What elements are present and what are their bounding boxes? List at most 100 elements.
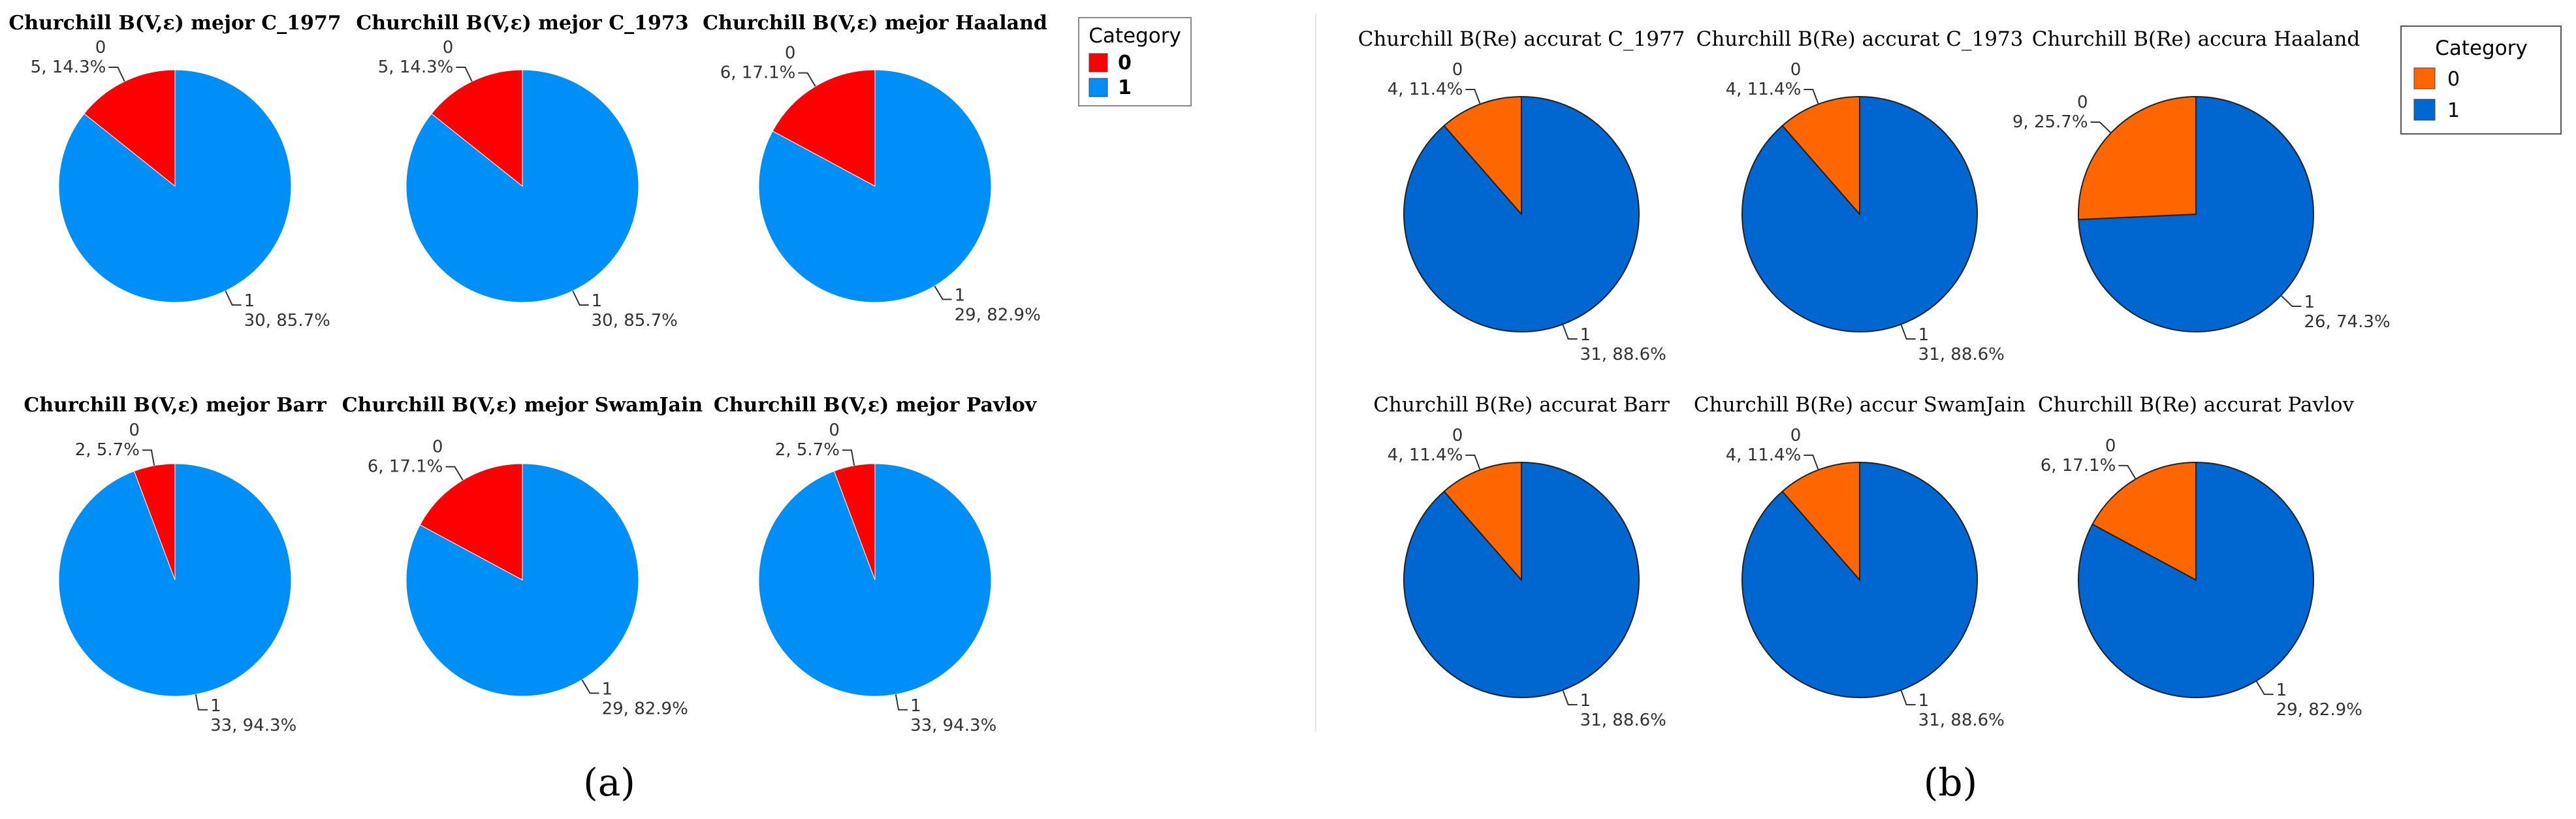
pie-a-4-title: Churchill B(V,ε) mejor Barr [24, 394, 326, 417]
pie-a-6-label-1-category: 1 [910, 696, 921, 716]
pie-b-6-label-0-category: 0 [2105, 436, 2116, 456]
pie-a-4-label-0-category: 0 [129, 421, 140, 440]
pie-a-3-label-0-category: 0 [785, 44, 796, 63]
pie-b-2-label-1-value: 31, 88.6% [1918, 345, 2005, 364]
pie-a-1-label-0-category: 0 [95, 38, 106, 57]
legend-swatch-a-0 [1089, 53, 1108, 72]
pie-a-6-leader-0 [842, 449, 855, 466]
pie-a-4-label-0-value: 2, 5.7% [75, 440, 140, 460]
pie-b-5-leader-0 [1804, 455, 1819, 470]
pie-a-4-label-1-category: 1 [210, 696, 221, 716]
pie-b-6-slice-1 [2077, 461, 2314, 698]
pie-b-4-title: Churchill B(Re) accurat Barr [1373, 393, 1670, 417]
pie-a-1-label-1-value: 30, 85.7% [244, 311, 330, 330]
pie-a-5-slice-1 [405, 463, 639, 697]
pie-b-4-leader-1 [1562, 690, 1578, 705]
pie-a-5-label-0-category: 0 [432, 438, 443, 457]
pie-b-3-label-0-category: 0 [2077, 93, 2088, 112]
pie-b-2-leader-1 [1900, 324, 1916, 340]
pie-a-6-label-0-value: 2, 5.7% [775, 440, 840, 460]
pie-a-5-title: Churchill B(V,ε) mejor SwamJain [342, 394, 703, 417]
pie-a-2-label-1-category: 1 [592, 291, 603, 311]
pie-b-4-leader-0 [1465, 455, 1481, 470]
pie-b-2-label-0-category: 0 [1790, 60, 1802, 80]
pie-b-3-label-1-value: 26, 74.3% [2304, 312, 2390, 332]
pie-b-3-label-0-value: 9, 25.7% [2012, 112, 2088, 132]
legend-panel-b: Category 0 1 [2400, 25, 2562, 135]
pie-b-3-leader-1 [2280, 295, 2302, 307]
pie-b-6-leader-1 [2255, 681, 2274, 696]
pie-a-1-leader-0 [108, 67, 125, 82]
pie-b-5-label-1-value: 31, 88.6% [1918, 711, 2005, 730]
pie-a-5-label-1-value: 29, 82.9% [602, 699, 688, 718]
pie-a-2-label-0-value: 5, 14.3% [378, 57, 454, 77]
pie-b-6-label-0-value: 6, 17.1% [2041, 456, 2116, 475]
pie-b-1-leader-0 [1465, 89, 1481, 104]
pie-a-1-slice-0 [84, 69, 176, 187]
panel-label-b: (b) [1924, 760, 1977, 805]
pie-a-3-label-1-category: 1 [955, 285, 966, 305]
pie-b-5-leader-1 [1900, 690, 1916, 705]
pie-b-4-label-0-value: 4, 11.4% [1388, 445, 1463, 465]
pie-b-6-title: Churchill B(Re) accurat Pavlov [2038, 393, 2355, 417]
pie-b-6-label-1-category: 1 [2276, 681, 2287, 700]
pie-b-2-label-1-category: 1 [1918, 325, 1930, 345]
pie-a-1-label-1-category: 1 [244, 291, 255, 311]
pie-a-6-leader-1 [895, 694, 908, 711]
pie-b-1-title: Churchill B(Re) accurat C_1977 [1358, 27, 1685, 51]
panel-label-a: (a) [583, 760, 635, 805]
pie-b-6-label-1-value: 29, 82.9% [2276, 700, 2362, 720]
pie-b-3-leader-0 [2090, 121, 2112, 134]
legend-title-a: Category [1089, 24, 1181, 48]
pie-a-2-title: Churchill B(V,ε) mejor C_1973 [356, 12, 688, 35]
pie-a-3-title: Churchill B(V,ε) mejor Haaland [703, 12, 1047, 35]
pie-a-4-leader-0 [142, 449, 155, 466]
legend-swatch-b-1 [2413, 99, 2436, 121]
pie-a-5-leader-1 [581, 679, 599, 694]
pie-a-2-label-0-category: 0 [443, 38, 454, 57]
pie-a-6-slice-0 [833, 463, 876, 581]
legend-swatch-b-0 [2413, 67, 2436, 89]
pie-a-6-label-0-category: 0 [829, 421, 840, 440]
pie-b-4-label-1-value: 31, 88.6% [1580, 711, 1666, 730]
pie-a-2-label-1-value: 30, 85.7% [592, 311, 678, 330]
legend-label-b-1: 1 [2447, 99, 2460, 122]
pie-b-3-title: Churchill B(Re) accura Haaland [2032, 27, 2360, 51]
pie-a-3-slice-1 [758, 69, 992, 303]
pie-a-4-label-1-value: 33, 94.3% [210, 716, 296, 735]
legend-label-b-0: 0 [2447, 68, 2460, 91]
legend-label-a-0: 0 [1118, 52, 1132, 74]
pie-b-5-title: Churchill B(Re) accur SwamJain [1694, 393, 2026, 417]
pie-b-4-label-0-category: 0 [1452, 426, 1463, 445]
pie-b-2-title: Churchill B(Re) accurat C_1973 [1696, 27, 2024, 51]
pie-a-4-leader-1 [195, 694, 208, 711]
pie-a-5-label-1-category: 1 [602, 679, 613, 699]
pie-a-3-leader-0 [798, 72, 816, 87]
legend-title-b: Category [2435, 37, 2528, 60]
pie-a-6-title: Churchill B(V,ε) mejor Pavlov [714, 394, 1038, 417]
pie-b-4-label-1-category: 1 [1580, 691, 1591, 711]
pie-b-5-label-0-category: 0 [1790, 426, 1802, 445]
pie-a-5-leader-0 [445, 466, 464, 481]
pie-b-6-leader-0 [2118, 464, 2137, 479]
pie-b-1-leader-1 [1562, 324, 1578, 340]
pie-b-2-leader-0 [1804, 89, 1819, 104]
legend-panel-a: Category 0 1 [1078, 17, 1192, 106]
legend-swatch-a-1 [1089, 78, 1108, 97]
pie-b-5-label-1-category: 1 [1918, 691, 1930, 711]
pie-b-1-label-0-category: 0 [1452, 60, 1463, 80]
pie-b-2-label-0-value: 4, 11.4% [1726, 80, 1802, 99]
pie-a-2-leader-0 [456, 67, 473, 82]
pie-b-3-slice-0 [2078, 95, 2197, 221]
pie-a-2-slice-0 [431, 69, 523, 187]
pie-b-1-label-1-value: 31, 88.6% [1580, 345, 1666, 364]
pie-a-2-leader-1 [572, 290, 589, 306]
pie-a-3-label-0-value: 6, 17.1% [720, 63, 796, 83]
pie-a-6-label-1-value: 33, 94.3% [910, 716, 996, 735]
pie-a-1-leader-1 [225, 290, 242, 306]
pie-b-3-label-1-category: 1 [2304, 293, 2315, 312]
pie-b-1-label-1-category: 1 [1580, 325, 1591, 345]
pie-a-3-leader-1 [934, 285, 952, 300]
